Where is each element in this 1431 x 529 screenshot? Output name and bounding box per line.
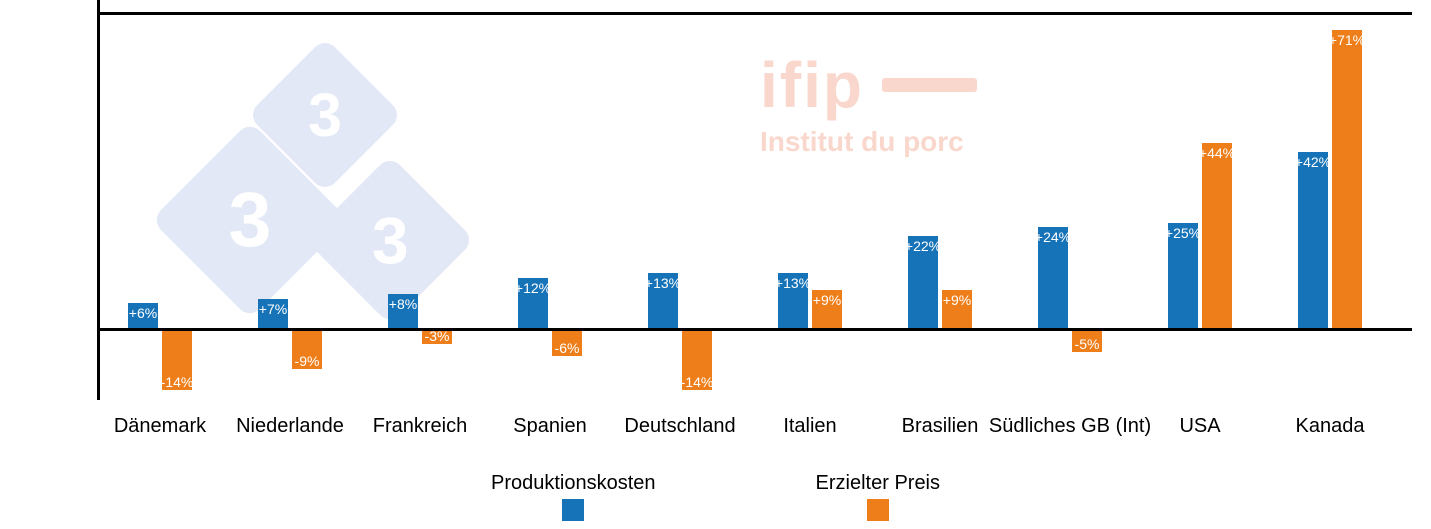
bar-value-label: +25% [1161, 225, 1205, 241]
bar-value-label: +22% [901, 238, 945, 254]
category-label: Niederlande [236, 415, 344, 438]
bar-value-label: +71% [1325, 32, 1369, 48]
bar-value-label: +44% [1195, 145, 1239, 161]
category-label: Brasilien [902, 415, 979, 438]
category-label: Südliches GB (Int) [989, 415, 1151, 438]
bar-value-label: +13% [771, 275, 815, 291]
ifip-logo-text: ifip [760, 48, 864, 122]
legend-item: Erzielter Preis [816, 472, 940, 521]
bar-value-label: +9% [935, 292, 979, 308]
category-label: USA [1179, 415, 1220, 438]
y-axis-line [97, 0, 100, 400]
bar-value-label: -14% [675, 374, 719, 390]
legend-item: Produktionskosten [491, 472, 656, 521]
category-label: Spanien [513, 415, 586, 438]
legend-label: Produktionskosten [491, 472, 656, 495]
bar-value-label: +7% [251, 301, 295, 317]
bar-produktionskosten [1298, 152, 1328, 328]
watermark-ifip: ifip Institut du porc [760, 48, 977, 158]
legend: Produktionskosten Erzielter Preis [0, 472, 1431, 521]
bar-value-label: +13% [641, 275, 685, 291]
legend-swatch [562, 499, 584, 521]
ifip-logo-dash [882, 78, 977, 92]
category-label: Dänemark [114, 415, 206, 438]
legend-label: Erzielter Preis [816, 472, 940, 495]
category-label: Deutschland [624, 415, 735, 438]
bar-value-label: +8% [381, 296, 425, 312]
bar-erzielter_preis [1202, 143, 1232, 328]
legend-swatch [867, 499, 889, 521]
bar-value-label: -14% [155, 374, 199, 390]
top-axis-line [97, 12, 1412, 15]
category-label: Frankreich [373, 415, 467, 438]
bar-value-label: -6% [545, 340, 589, 356]
bar-value-label: +6% [121, 305, 165, 321]
bar-value-label: +42% [1291, 154, 1335, 170]
category-label: Italien [783, 415, 836, 438]
bar-value-label: +9% [805, 292, 849, 308]
bar-value-label: -3% [415, 328, 459, 344]
bar-value-label: +24% [1031, 229, 1075, 245]
ifip-logo-subtext: Institut du porc [760, 126, 977, 158]
bar-value-label: +12% [511, 280, 555, 296]
chart-wrapper: 333 ifip Institut du porc +6%-14%+7%-9%+… [0, 0, 1431, 529]
bar-value-label: -9% [285, 353, 329, 369]
category-label: Kanada [1296, 415, 1365, 438]
bar-value-label: -5% [1065, 336, 1109, 352]
bar-erzielter_preis [1332, 30, 1362, 328]
